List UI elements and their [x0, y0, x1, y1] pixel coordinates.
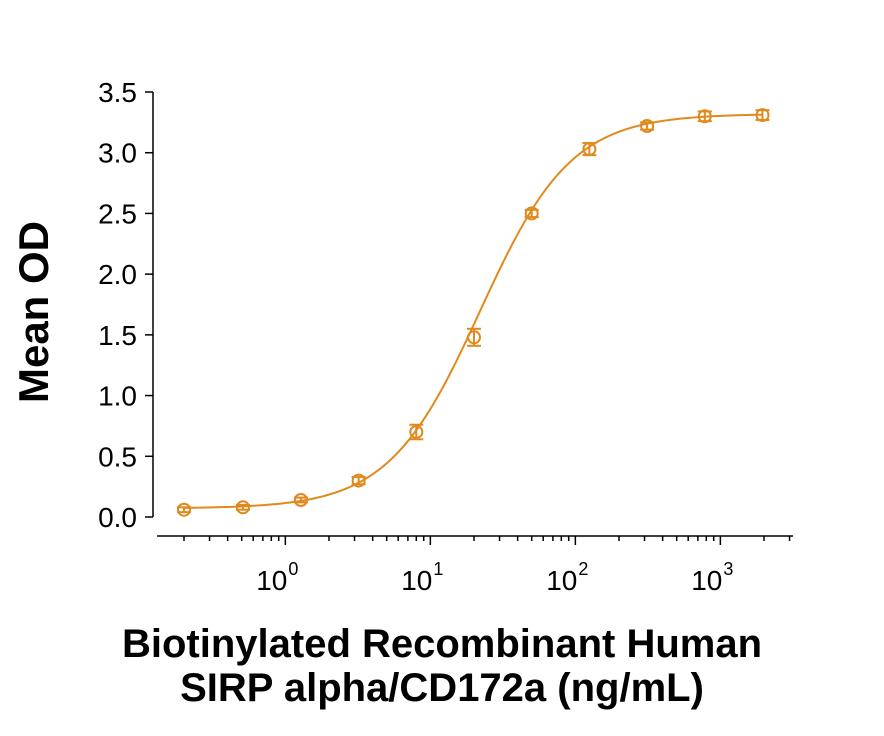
y-tick-label: 2.5 — [98, 198, 137, 229]
x-axis-label-line-1: Biotinylated Recombinant Human — [121, 622, 763, 666]
data-point — [235, 500, 250, 515]
data-point — [351, 473, 366, 488]
y-tick-label: 3.5 — [98, 77, 137, 108]
data-marker — [351, 473, 366, 488]
data-point — [697, 109, 712, 124]
data-point — [293, 493, 308, 507]
y-tick-label: 1.0 — [98, 381, 137, 412]
x-tick-exponent: 0 — [288, 559, 298, 579]
data-marker — [697, 109, 712, 124]
y-tick-label: 1.5 — [98, 320, 137, 351]
data-marker — [755, 108, 770, 123]
y-tick-label: 0.5 — [98, 441, 137, 472]
y-tick-label: 3.0 — [98, 138, 137, 169]
x-tick-exponent: 2 — [578, 559, 588, 579]
data-marker — [177, 502, 191, 517]
y-axis-label: Mean OD — [10, 221, 57, 403]
data-point — [467, 327, 481, 347]
x-tick-label: 10 — [401, 565, 432, 596]
data-point — [755, 108, 770, 123]
data-marker — [524, 206, 539, 221]
x-tick-exponent: 1 — [433, 559, 443, 579]
y-tick-label: 2.0 — [98, 259, 137, 290]
data-marker — [409, 425, 424, 439]
x-axis-label: Biotinylated Recombinant Human SIRP alph… — [0, 622, 884, 710]
fit-curve — [183, 113, 763, 509]
data-marker — [467, 330, 481, 345]
data-points — [177, 108, 770, 517]
data-point — [177, 502, 191, 517]
data-point — [582, 142, 597, 157]
data-marker — [640, 119, 655, 133]
data-marker — [293, 493, 308, 507]
x-tick-exponent: 3 — [723, 559, 733, 579]
data-marker — [235, 500, 250, 515]
y-axis: 0.0 0.5 1.0 1.5 2.0 2.5 3.0 3.5 — [98, 77, 154, 533]
y-tick-label: 0.0 — [98, 502, 137, 533]
data-point — [524, 206, 539, 221]
x-tick-label: 10 — [691, 565, 722, 596]
x-tick-label: 10 — [546, 565, 577, 596]
data-marker — [582, 142, 597, 157]
x-tick-label: 10 — [256, 565, 287, 596]
data-point — [640, 119, 655, 133]
x-axis: 10 0 10 1 10 2 10 3 — [157, 535, 793, 596]
data-point — [409, 423, 424, 441]
x-axis-label-line-2: SIRP alpha/CD172a (ng/mL) — [180, 666, 704, 710]
